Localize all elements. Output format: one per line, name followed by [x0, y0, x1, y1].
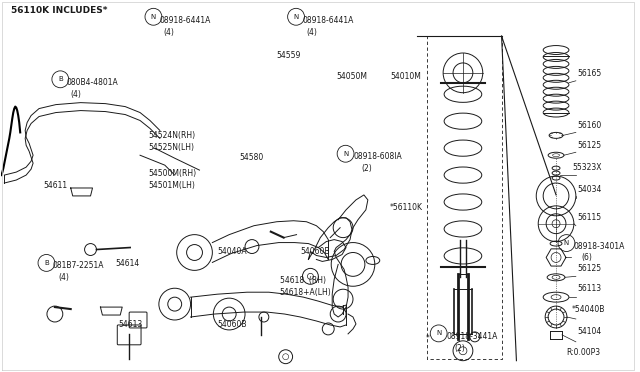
Text: 081B7-2251A: 081B7-2251A [53, 262, 104, 270]
Text: 54524N(RH): 54524N(RH) [148, 131, 195, 140]
Text: 54104: 54104 [578, 327, 602, 336]
Text: 08918-608IA: 08918-608IA [353, 152, 402, 161]
Text: 56110K INCLUDES*: 56110K INCLUDES* [12, 6, 108, 15]
Text: 54500M(RH): 54500M(RH) [148, 169, 196, 178]
Text: (4): (4) [307, 28, 317, 37]
Text: 54611: 54611 [43, 181, 67, 190]
Text: (6): (6) [582, 253, 593, 262]
Text: 08918-6441A: 08918-6441A [160, 16, 211, 25]
Text: 56160: 56160 [578, 121, 602, 131]
Text: (4): (4) [71, 90, 81, 99]
Text: 08918-3441A: 08918-3441A [446, 332, 497, 341]
Text: 55323X: 55323X [572, 163, 602, 172]
Text: 54060B: 54060B [218, 320, 247, 329]
Text: (4): (4) [59, 273, 70, 282]
Text: *54040B: *54040B [572, 305, 605, 314]
Text: 54060B: 54060B [301, 247, 330, 256]
Text: *56110K: *56110K [390, 203, 422, 212]
Text: B: B [44, 260, 49, 266]
Text: 54580: 54580 [239, 153, 263, 162]
Text: 56165: 56165 [578, 69, 602, 78]
Text: 54525N(LH): 54525N(LH) [148, 143, 194, 152]
Text: N: N [343, 151, 348, 157]
Text: 54034: 54034 [578, 185, 602, 194]
Text: 08918-3401A: 08918-3401A [574, 241, 625, 250]
Text: 54614: 54614 [115, 259, 140, 268]
Text: 54559: 54559 [276, 51, 301, 60]
Text: 54618+A(LH): 54618+A(LH) [280, 288, 332, 297]
Text: *: * [426, 334, 429, 343]
Text: 56125: 56125 [578, 264, 602, 273]
Text: 54618  (RH): 54618 (RH) [280, 276, 326, 285]
Text: 54050M: 54050M [336, 72, 367, 81]
Text: 54501M(LH): 54501M(LH) [148, 181, 195, 190]
Text: 56125: 56125 [578, 141, 602, 150]
Text: N: N [151, 14, 156, 20]
Text: N: N [564, 240, 569, 246]
Text: 56113: 56113 [578, 284, 602, 293]
Text: 54040A: 54040A [218, 247, 247, 256]
Text: 54010M: 54010M [390, 72, 422, 81]
Text: (4): (4) [164, 28, 175, 37]
Text: 54613: 54613 [118, 320, 143, 329]
Text: N: N [436, 330, 442, 336]
Text: 080B4-4801A: 080B4-4801A [67, 78, 118, 87]
Text: 08918-6441A: 08918-6441A [303, 16, 354, 25]
Text: N: N [293, 14, 299, 20]
Text: B: B [58, 76, 63, 82]
Text: (2): (2) [361, 164, 372, 173]
Text: R:0.00P3: R:0.00P3 [566, 348, 600, 357]
Text: (2): (2) [454, 344, 465, 353]
Text: 56115: 56115 [578, 213, 602, 222]
